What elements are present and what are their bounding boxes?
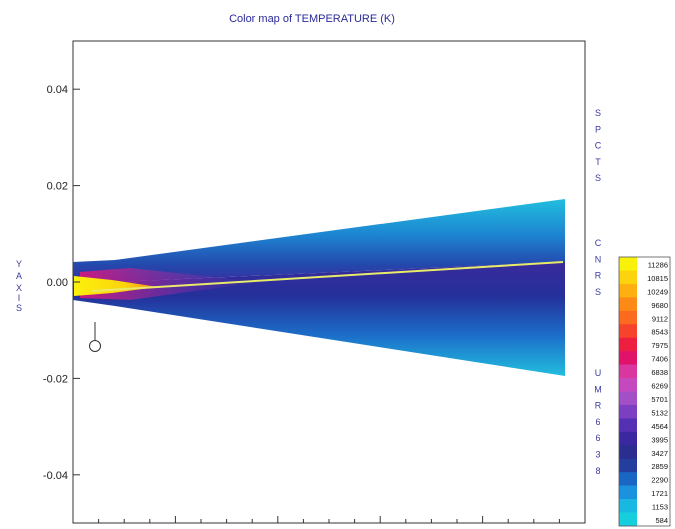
lab-annotation-letter: T (595, 157, 601, 167)
colorbar-level-label: 4564 (651, 422, 668, 431)
colorbar-swatch (619, 310, 637, 325)
colorbar-swatch (619, 512, 637, 527)
colorbar-swatch (619, 324, 637, 338)
lab-annotation-letter: R (595, 401, 602, 411)
lab-annotation-letter: S (595, 287, 601, 297)
colorbar-level-label: 1721 (651, 489, 668, 498)
colorbar-level-label: 3995 (651, 435, 668, 444)
field-hot-fringe (80, 268, 260, 300)
lab-annotation-letter: S (595, 108, 601, 118)
temperature-field (73, 199, 565, 376)
colorbar-swatch (619, 472, 637, 486)
y-axis-label-letter: X (16, 283, 22, 293)
y-axis-label-letter: S (16, 303, 22, 313)
y-axis-label-letter: Y (16, 259, 22, 269)
lab-annotation-letter: C (595, 238, 602, 248)
colorbar-level-label: 9112 (652, 314, 668, 323)
colorbar-level-label: 3427 (651, 449, 668, 458)
lab-annotation-letter: N (595, 254, 602, 264)
colorbar-level-label: 10815 (647, 274, 668, 283)
colorbar-level-label: 2290 (651, 476, 668, 485)
colorbar-swatch (619, 499, 637, 513)
colorbar-level-label: 5701 (651, 395, 668, 404)
lab-annotation-letter: 8 (595, 466, 600, 476)
colorbar-frame (618, 256, 671, 527)
colorbar-swatch (619, 404, 637, 419)
colorbar-swatch (619, 431, 637, 446)
colorbar-swatch (619, 445, 637, 460)
colorbar-swatch (619, 418, 637, 433)
colorbar-level-label: 6269 (651, 382, 668, 391)
y-axis-label-letter: I (18, 293, 21, 303)
colorbar-level-label: 7975 (651, 341, 668, 350)
colorbar-swatch (619, 458, 637, 473)
colorbar-level-label: 6838 (651, 368, 668, 377)
colorbar-level-label: 5132 (651, 408, 668, 417)
colorbar-level-label: 7406 (651, 355, 668, 364)
lab-annotation-letter: S (595, 173, 601, 183)
colorbar-swatch (619, 297, 637, 312)
colorbar-level-label: 10249 (647, 287, 668, 296)
colorbar-level-label: 9680 (651, 301, 668, 310)
colorbar-swatch (619, 270, 637, 285)
colorbar-level-label: 1153 (652, 503, 668, 512)
lab-annotation-letter: 3 (595, 450, 600, 460)
lab-annotation-letter: 6 (595, 433, 600, 443)
colorbar-swatch (619, 391, 637, 406)
colorbar-swatch (619, 485, 637, 500)
colorbar-level-label: 11286 (648, 260, 668, 269)
colorbar-swatch (619, 364, 637, 379)
y-tick-label: 0.02 (47, 181, 68, 193)
y-axis: 0.04 0.02 0.00 -0.02 -0.04 (43, 84, 80, 482)
chart-title: Color map of TEMPERATURE (K) (229, 13, 395, 25)
lab-annotation-letter: R (595, 271, 602, 281)
field-upper-half (73, 199, 565, 287)
field-axis-line (91, 261, 564, 292)
y-tick-label: 0.04 (47, 84, 68, 96)
y-tick-label: 0.00 (47, 277, 68, 289)
lab-annotation-letter: 6 (595, 417, 600, 427)
colorbar-swatch (619, 351, 637, 365)
colorbar-level-label: 8543 (651, 328, 668, 337)
colorbar-level-label: 584 (655, 516, 668, 525)
colorbar-swatch (619, 257, 637, 271)
y-tick-label: -0.04 (43, 470, 68, 482)
lab-annotation-letter: M (594, 384, 602, 394)
colorbar-swatch (619, 378, 637, 392)
lab-annotation-letter: C (595, 141, 602, 151)
colorbar-swatch (619, 283, 637, 298)
lab-annotation-letter: P (595, 124, 601, 134)
colorbar: 11286 10815 10249 9680 9112 8543 7975 7406 6838 6… (618, 256, 671, 527)
lab-annotation-letter: U (595, 368, 602, 378)
colorbar-swatch (619, 337, 637, 352)
y-tick-label: -0.02 (43, 373, 68, 385)
probe-marker (89, 340, 101, 352)
colorbar-level-label: 2859 (651, 462, 668, 471)
y-axis-label-letter: A (16, 271, 22, 281)
x-axis (98, 516, 560, 523)
